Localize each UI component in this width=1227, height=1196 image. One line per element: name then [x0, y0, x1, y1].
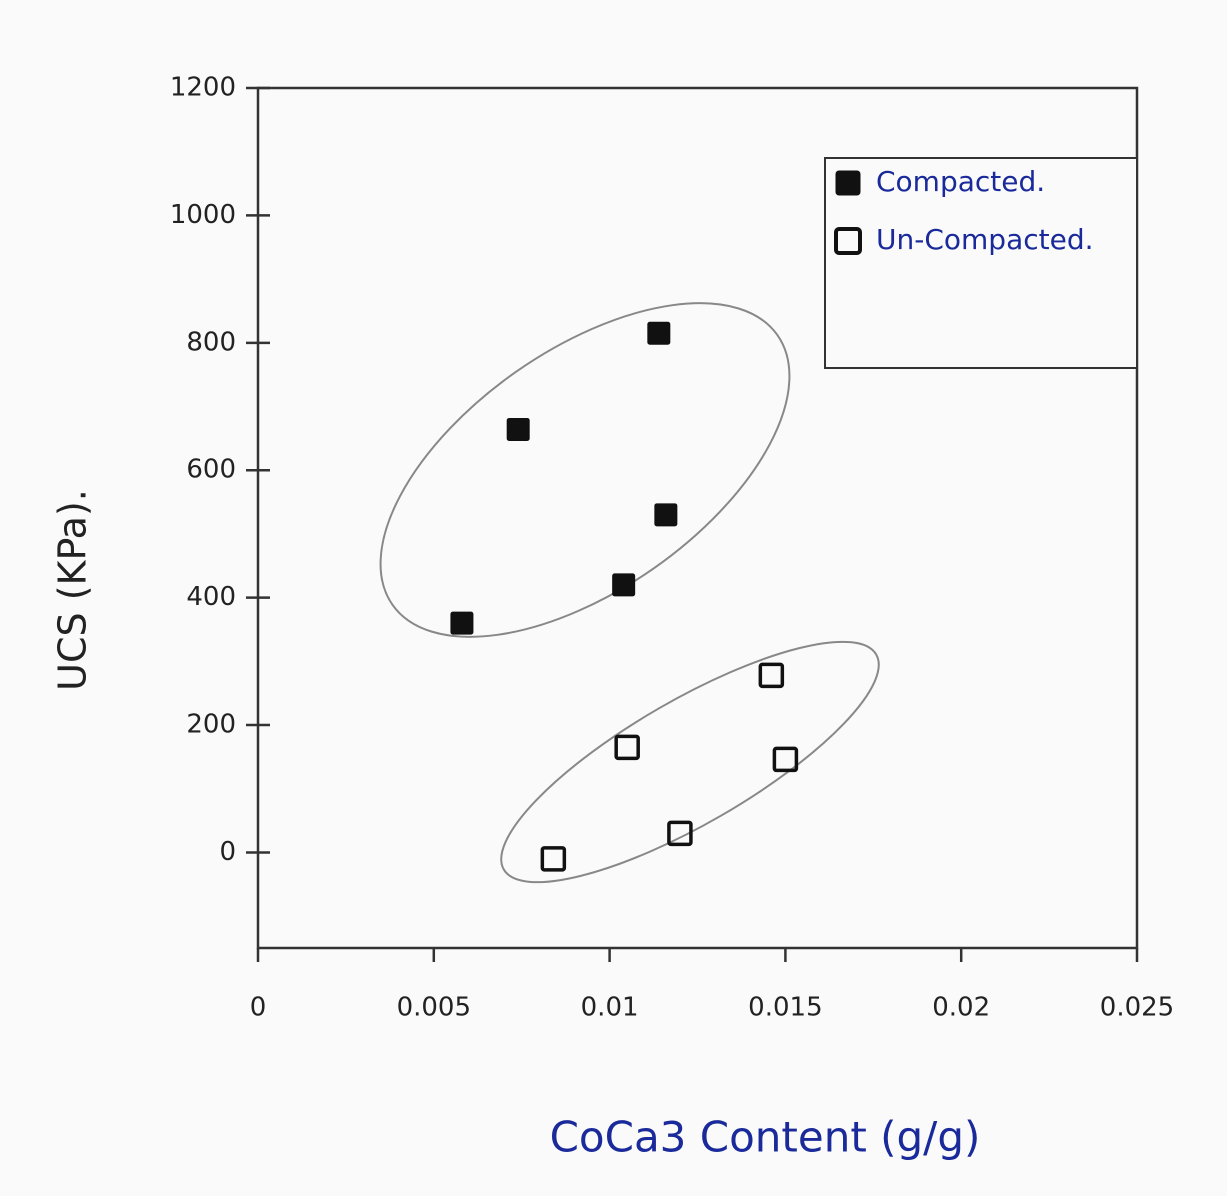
y-tick-label: 800 [186, 327, 236, 357]
y-tick-label: 400 [186, 582, 236, 612]
y-tick-label: 600 [186, 455, 236, 485]
y-tick-label: 1200 [170, 73, 236, 103]
chart: UCS (KPa). CoCa3 Content (g/g) 0 200 400 60… [0, 0, 1227, 1196]
legend-label: Un-Compacted. [876, 223, 1094, 256]
marker [655, 504, 677, 526]
x-tick-label: 0.01 [581, 993, 639, 1023]
marker [507, 418, 529, 440]
marker [648, 322, 670, 344]
marker [451, 612, 473, 634]
x-axis-title: CoCa3 Content (g/g) [550, 1113, 981, 1162]
y-axis-title: UCS (KPa). [51, 489, 95, 691]
y-tick-label: 200 [186, 710, 236, 740]
y-tick-label: 0 [219, 837, 236, 867]
marker [613, 574, 635, 596]
x-tick-label: 0 [250, 993, 267, 1023]
legend-marker [836, 171, 860, 195]
legend-label: Compacted. [876, 165, 1045, 198]
x-tick-label: 0.015 [748, 993, 822, 1023]
x-tick-label: 0.025 [1100, 993, 1174, 1023]
x-tick-label: 0.02 [932, 993, 990, 1023]
x-tick-label: 0.005 [397, 993, 471, 1023]
y-tick-label: 1000 [170, 200, 236, 230]
